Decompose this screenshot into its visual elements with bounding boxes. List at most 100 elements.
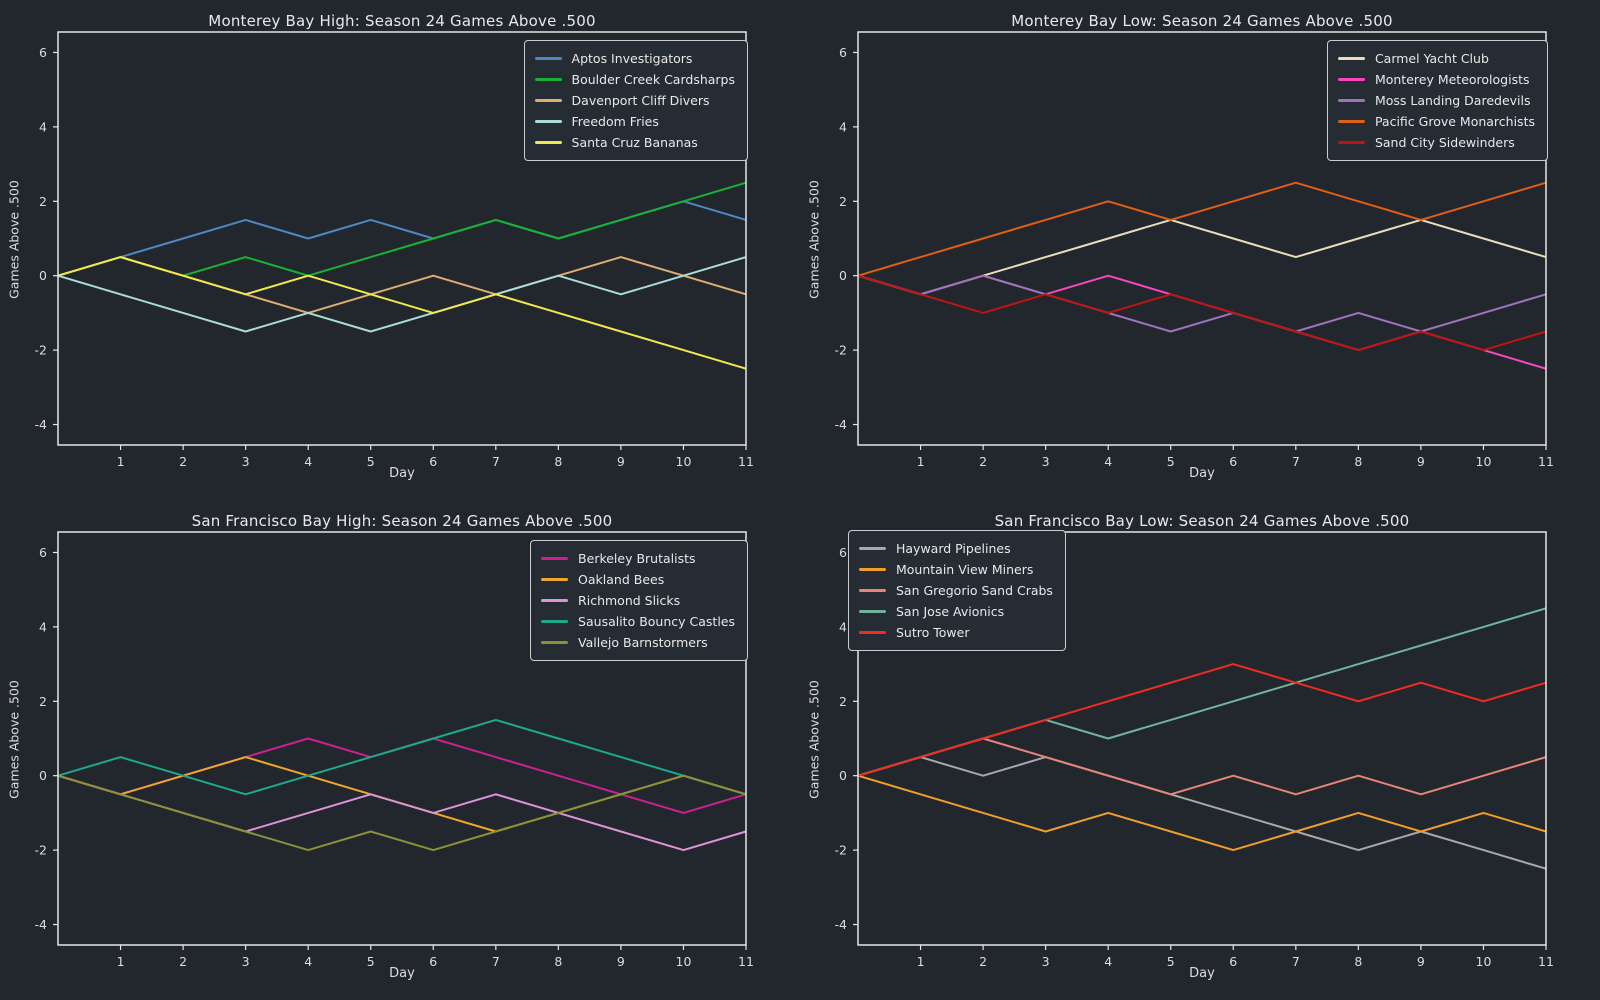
legend: Berkeley Brutalists Oakland Bees Richmond …: [530, 540, 748, 661]
legend-line-swatch: [541, 599, 569, 602]
legend-item: Monterey Meteorologists: [1337, 69, 1535, 90]
y-tick-label: -4: [35, 417, 48, 432]
legend-item: Pacific Grove Monarchists: [1337, 111, 1535, 132]
y-tick-label: 6: [39, 545, 47, 560]
legend-label: San Jose Avionics: [896, 604, 1005, 619]
x-tick-label: 8: [1354, 954, 1362, 969]
y-tick-label: 0: [839, 268, 847, 283]
x-tick-label: 7: [492, 454, 500, 469]
chart-panel-san-francisco-bay-low: 1 2 3 4 5 6 7 8 9 10 11 -4 -2 0 2 4 6 San Francisco Bay …: [800, 500, 1600, 1000]
x-tick-label: 4: [304, 954, 312, 969]
legend-label: Davenport Cliff Divers: [571, 93, 710, 108]
legend-label: Sand City Sidewinders: [1374, 135, 1515, 150]
legend-item: Moss Landing Daredevils: [1337, 90, 1535, 111]
legend-item: Hayward Pipelines: [859, 538, 1053, 559]
legend-line-swatch: [1337, 120, 1365, 123]
series-line: [857, 274, 1547, 333]
y-tick-label: 0: [39, 268, 47, 283]
legend-label: Monterey Meteorologists: [1374, 72, 1530, 87]
legend-label: Vallejo Barnstormers: [578, 635, 708, 650]
chart-title: San Francisco Bay Low: Season 24 Games A…: [994, 512, 1410, 530]
chart-panel-monterey-bay-low: 1 2 3 4 5 6 7 8 9 10 11 -4 -2 0 2 4 6 Monterey Bay Low: …: [800, 0, 1600, 500]
legend-line-swatch: [534, 141, 562, 144]
chart-panel-san-francisco-bay-high: 1 2 3 4 5 6 7 8 9 10 11 -4 -2 0 2 4 6 San Francisco Bay …: [0, 500, 800, 1000]
y-tick-label: -4: [835, 417, 848, 432]
legend-label: Mountain View Miners: [896, 562, 1034, 577]
x-tick-label: 3: [1042, 954, 1050, 969]
x-tick-label: 1: [917, 954, 925, 969]
x-tick-label: 1: [917, 454, 925, 469]
legend-label: Berkeley Brutalists: [578, 551, 696, 566]
y-tick-label: 4: [839, 119, 847, 134]
legend-label: Oakland Bees: [578, 572, 665, 587]
x-tick-label: 2: [979, 454, 987, 469]
x-tick-label: 5: [367, 954, 375, 969]
legend-line-swatch: [859, 631, 886, 634]
legend-item: San Jose Avionics: [859, 601, 1053, 622]
x-tick-label: 7: [1292, 954, 1300, 969]
plot-border: [857, 31, 1547, 446]
y-tick-label: -4: [835, 917, 848, 932]
y-tick-label: 0: [839, 768, 847, 783]
y-tick-label: 2: [39, 194, 47, 209]
legend-item: Richmond Slicks: [541, 590, 735, 611]
legend-label: Sausalito Bouncy Castles: [578, 614, 735, 629]
series-line: [857, 274, 1547, 352]
x-tick-label: 6: [429, 454, 437, 469]
legend-item: Davenport Cliff Divers: [534, 90, 735, 111]
series-line: [857, 756, 1547, 870]
legend-line-swatch: [1337, 57, 1365, 60]
x-axis-label: Day: [1189, 966, 1215, 981]
legend-label: Hayward Pipelines: [896, 541, 1011, 556]
x-tick-label: 7: [492, 954, 500, 969]
x-tick-label: 10: [676, 454, 692, 469]
legend-label: Carmel Yacht Club: [1374, 51, 1489, 66]
legend-item: Mountain View Miners: [859, 559, 1053, 580]
x-tick-label: 1: [117, 454, 125, 469]
legend-line-swatch: [1337, 78, 1365, 81]
series-line: [57, 774, 747, 852]
y-tick-label: 6: [839, 45, 847, 60]
legend-label: San Gregorio Sand Crabs: [896, 583, 1053, 598]
x-tick-label: 5: [1167, 454, 1175, 469]
chart-title: Monterey Bay Low: Season 24 Games Above …: [1011, 12, 1393, 30]
legend-label: Boulder Creek Cardsharps: [571, 72, 735, 87]
x-tick-label: 11: [1538, 454, 1554, 469]
legend-item: Aptos Investigators: [534, 48, 735, 69]
x-tick-label: 5: [1167, 954, 1175, 969]
x-tick-label: 4: [304, 454, 312, 469]
x-tick-label: 4: [1104, 454, 1112, 469]
x-tick-label: 9: [617, 954, 625, 969]
x-tick-label: 11: [738, 954, 754, 969]
y-tick-label: 6: [839, 545, 847, 560]
legend-item: San Gregorio Sand Crabs: [859, 580, 1053, 601]
y-axis-label: Games Above .500: [806, 180, 822, 299]
x-tick-label: 8: [1354, 454, 1362, 469]
x-tick-label: 3: [1042, 454, 1050, 469]
legend-line-swatch: [534, 78, 562, 81]
x-tick-label: 2: [179, 954, 187, 969]
chart-title: San Francisco Bay High: Season 24 Games …: [191, 512, 613, 530]
legend-label: Richmond Slicks: [578, 593, 681, 608]
y-axis-label: Games Above .500: [6, 680, 22, 799]
y-tick-label: 2: [839, 194, 847, 209]
legend-line-swatch: [534, 57, 562, 60]
line-chart-monterey-bay-high: 1 2 3 4 5 6 7 8 9 10 11 -4 -2 0 2 4 6: [35, 31, 754, 469]
legend-label: Moss Landing Daredevils: [1374, 93, 1531, 108]
legend: Aptos Investigators Boulder Creek Cardsha…: [523, 40, 748, 161]
x-tick-label: 10: [1476, 954, 1492, 969]
legend-label: Santa Cruz Bananas: [571, 135, 698, 150]
legend-line-swatch: [859, 547, 886, 550]
legend-line-swatch: [859, 568, 886, 571]
legend-item: Sand City Sidewinders: [1337, 132, 1535, 153]
legend-line-swatch: [1337, 99, 1365, 102]
x-tick-label: 8: [554, 454, 562, 469]
x-axis-label: Day: [1189, 466, 1215, 481]
series-line: [857, 181, 1547, 277]
legend-label: Sutro Tower: [896, 625, 970, 640]
y-tick-label: 2: [39, 694, 47, 709]
x-tick-label: 9: [1417, 454, 1425, 469]
x-tick-label: 3: [242, 454, 250, 469]
legend-item: Freedom Fries: [534, 111, 735, 132]
